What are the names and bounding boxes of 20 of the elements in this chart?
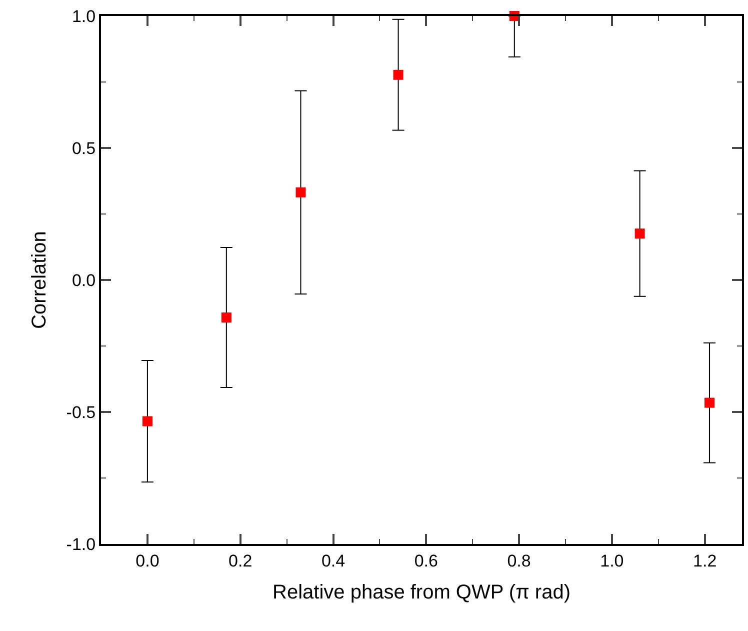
- point: [142, 416, 152, 426]
- x-tick-label: 0.4: [321, 551, 346, 570]
- y-tick-label: 1.0: [72, 6, 96, 26]
- x-tick-label: 0.0: [136, 551, 160, 570]
- y-tick-label: 0.5: [72, 138, 96, 158]
- point: [393, 70, 404, 80]
- y-tick-label: -0.5: [66, 402, 96, 422]
- y-tick-label: 0.0: [72, 270, 96, 290]
- x-tick-label: 0.2: [228, 551, 252, 570]
- y-axis-title: Correlation: [28, 231, 50, 329]
- x-tick-label: 1.0: [600, 551, 624, 570]
- x-tick-label: 0.6: [414, 551, 438, 570]
- x-tick-label: 0.8: [507, 551, 531, 570]
- point: [296, 187, 306, 198]
- point: [634, 228, 645, 239]
- x-axis-title: Relative phase from QWP (π rad): [272, 581, 570, 604]
- point: [704, 398, 714, 408]
- x-tick-label: 1.2: [693, 551, 717, 570]
- point: [221, 312, 232, 322]
- y-tick-label: -1.0: [66, 534, 96, 554]
